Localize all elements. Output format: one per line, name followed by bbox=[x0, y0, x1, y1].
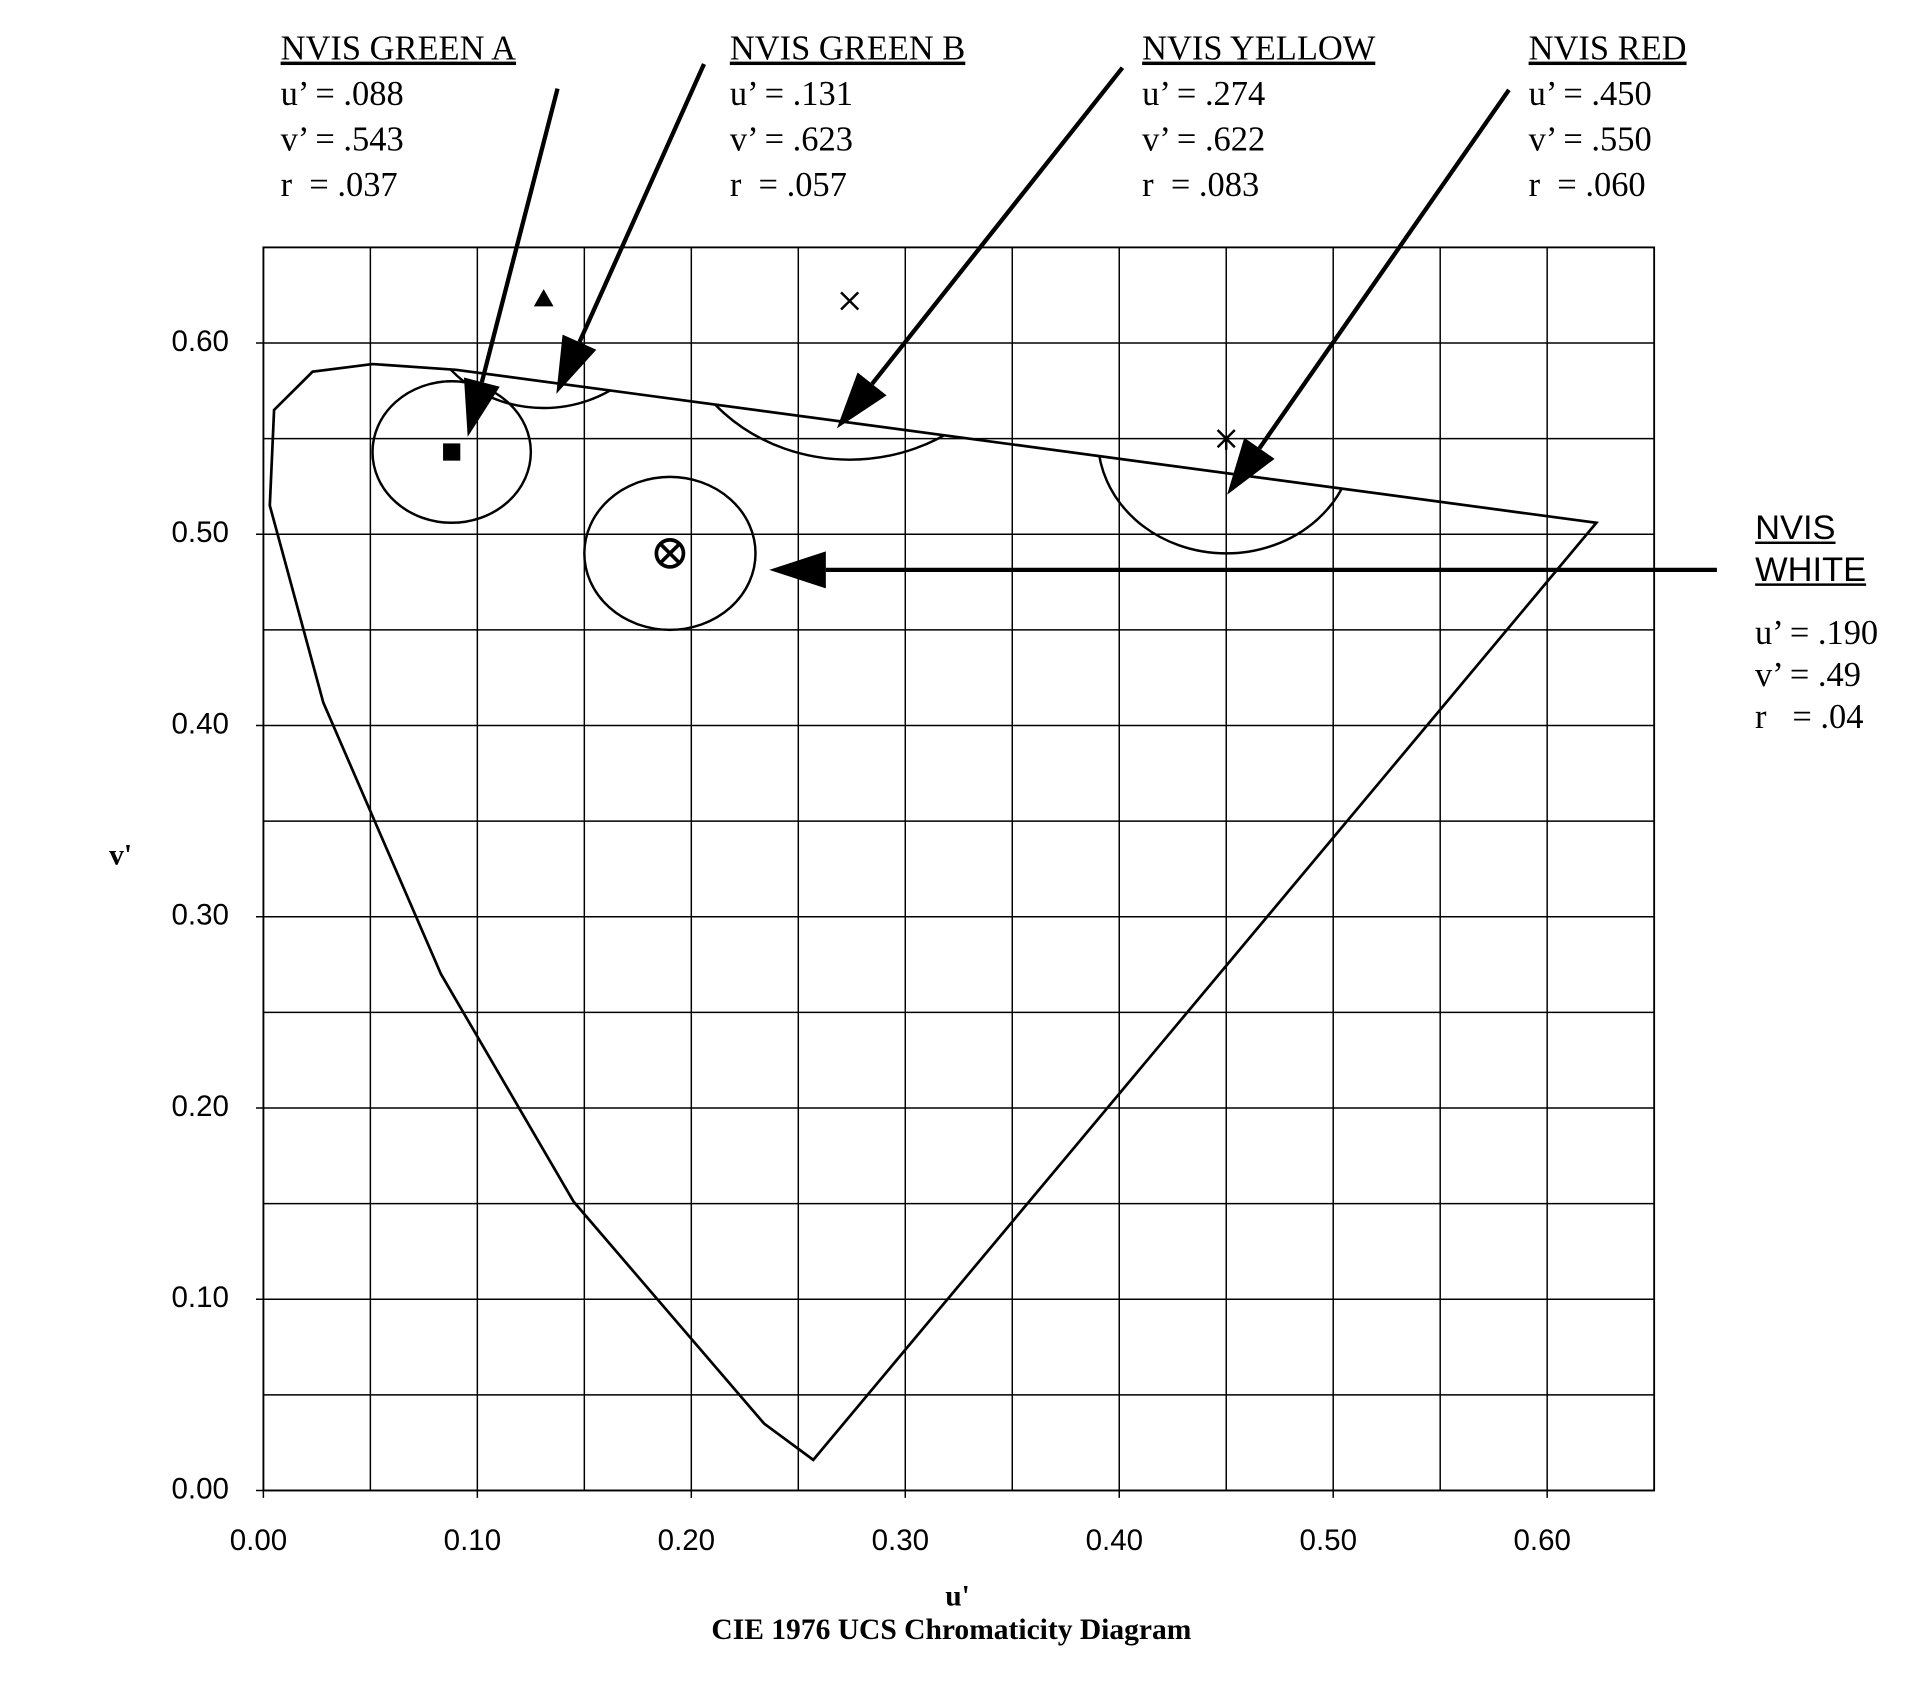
x-tick-label: 0.60 bbox=[1514, 1524, 1571, 1557]
marker-cross bbox=[659, 543, 680, 564]
region-name: NVIS GREEN A bbox=[281, 30, 517, 68]
region-coordinate: u’ = .190 bbox=[1755, 614, 1878, 652]
region-coordinate: u’ = .450 bbox=[1529, 75, 1652, 113]
region-coordinate: r = .083 bbox=[1142, 166, 1259, 204]
region-coordinate: r = .060 bbox=[1529, 166, 1646, 204]
arrow-head bbox=[836, 372, 887, 429]
region-coordinate: u’ = .088 bbox=[281, 75, 404, 113]
arrow-head bbox=[1227, 437, 1275, 495]
region-name: NVIS RED bbox=[1529, 30, 1687, 68]
y-tick-label: 0.60 bbox=[171, 325, 228, 358]
point-marker bbox=[533, 289, 554, 307]
region-circle bbox=[420, 364, 667, 410]
x-tick-label: 0.10 bbox=[444, 1524, 501, 1557]
chart-title: CIE 1976 UCS Chromaticity Diagram bbox=[711, 1614, 1191, 1646]
arrow-head bbox=[463, 377, 500, 437]
y-tick-label: 0.50 bbox=[171, 516, 228, 549]
x-tick-label: 0.20 bbox=[658, 1524, 715, 1557]
region-coordinate: v’ = .623 bbox=[730, 121, 853, 159]
region-coordinate: u’ = .131 bbox=[730, 75, 853, 113]
arrow-shaft bbox=[870, 66, 1125, 386]
region-coordinate: v’ = .543 bbox=[281, 121, 404, 159]
arrow-shaft bbox=[1257, 88, 1511, 450]
region-coordinate: u’ = .274 bbox=[1142, 75, 1265, 113]
y-tick-label: 0.20 bbox=[171, 1090, 228, 1123]
region-coordinate: v’ = .49 bbox=[1755, 656, 1861, 694]
point-marker bbox=[443, 443, 461, 461]
y-tick-label: 0.40 bbox=[171, 707, 228, 740]
region-coordinate: v’ = .622 bbox=[1142, 121, 1265, 159]
marker-ring bbox=[654, 537, 686, 569]
point-marker bbox=[840, 291, 860, 311]
region-coordinate: r = .057 bbox=[730, 166, 847, 204]
region-circle bbox=[371, 380, 533, 525]
x-tick-label: 0.30 bbox=[872, 1524, 929, 1557]
x-axis-label: u' bbox=[945, 1581, 970, 1613]
y-tick-label: 0.30 bbox=[171, 899, 228, 932]
x-tick-label: 0.40 bbox=[1086, 1524, 1143, 1557]
y-axis-label: v' bbox=[109, 840, 132, 872]
arrow-head bbox=[769, 551, 826, 589]
x-tick-label: 0.00 bbox=[230, 1524, 287, 1557]
region-coordinate: v’ = .550 bbox=[1529, 121, 1652, 159]
region-name-box: NVIS WHITE bbox=[1755, 508, 1867, 589]
region-coordinate: r = .037 bbox=[281, 166, 398, 204]
arrow-shaft bbox=[577, 63, 706, 344]
region-name: NVIS WHITE bbox=[1755, 508, 1867, 589]
region-name: NVIS YELLOW bbox=[1142, 30, 1376, 68]
arrow-shaft bbox=[479, 88, 560, 383]
x-tick-label: 0.50 bbox=[1300, 1524, 1357, 1557]
y-tick-label: 0.00 bbox=[171, 1472, 228, 1505]
region-name: NVIS GREEN B bbox=[730, 30, 965, 68]
arrow-head bbox=[556, 334, 597, 394]
plot-frame bbox=[262, 246, 1656, 1492]
spectral-locus bbox=[268, 362, 1599, 1462]
region-coordinate: r = .04 bbox=[1755, 698, 1863, 736]
point-marker bbox=[1216, 429, 1236, 450]
region-circle bbox=[583, 475, 757, 632]
y-tick-label: 0.10 bbox=[171, 1281, 228, 1314]
region-circle bbox=[670, 364, 1029, 461]
point-marker bbox=[654, 537, 686, 569]
